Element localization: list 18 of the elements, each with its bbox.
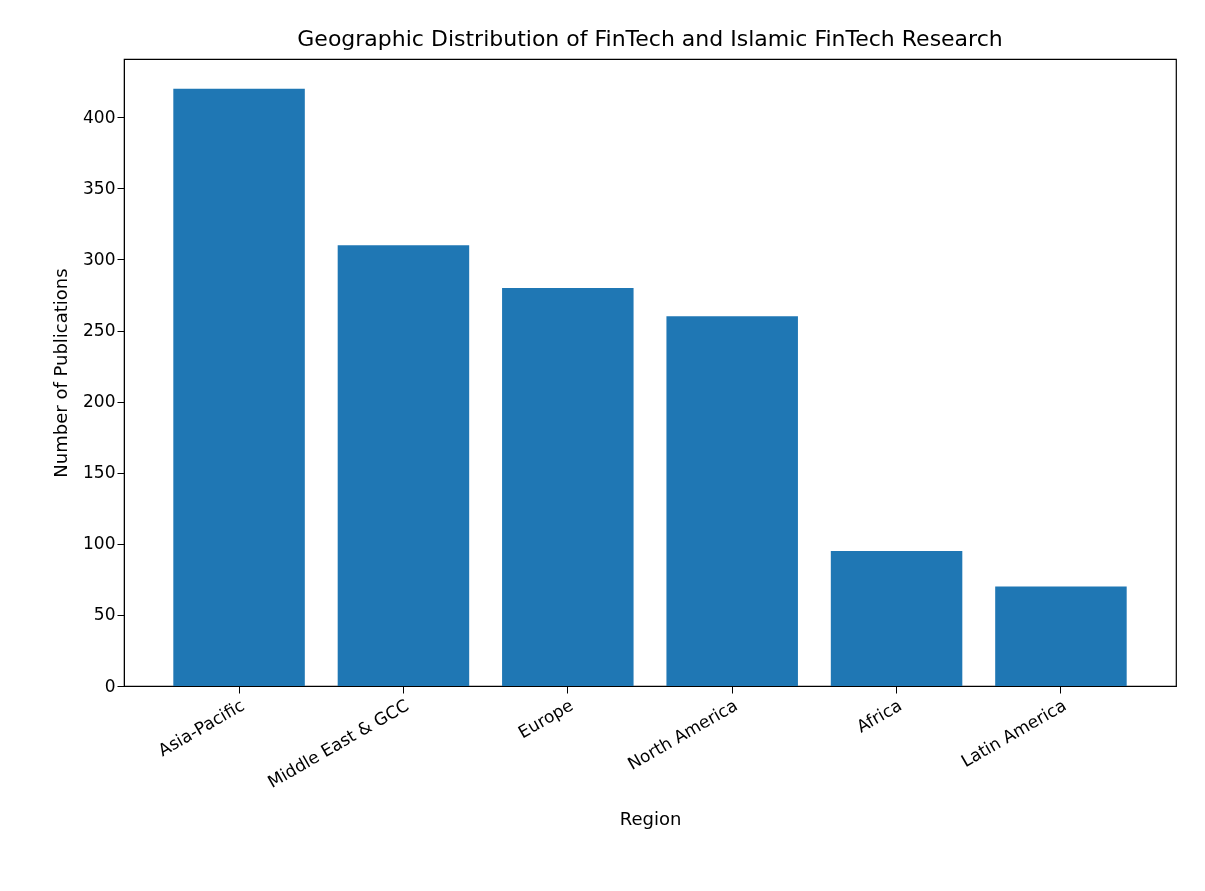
bar xyxy=(830,550,963,686)
bar xyxy=(995,586,1127,686)
y-tick-label: 150 xyxy=(83,462,116,483)
y-tick-label: 100 xyxy=(83,533,116,554)
y-tick-label: 0 xyxy=(104,675,116,696)
y-tick-label: 250 xyxy=(83,320,116,341)
y-tick-label: 350 xyxy=(83,177,116,198)
x-axis-title: Region xyxy=(619,807,682,829)
chart-title: Geographic Distribution of FinTech and Islamic FinTech Research xyxy=(297,26,1003,51)
bar xyxy=(666,316,798,686)
y-axis-title: Number of Publications xyxy=(50,268,72,478)
y-tick-label: 50 xyxy=(93,604,116,625)
y-tick-label: 400 xyxy=(83,106,116,127)
y-tick-label: 300 xyxy=(83,248,116,269)
bar xyxy=(173,88,305,686)
y-tick-label: 200 xyxy=(83,391,116,412)
bar xyxy=(337,245,470,686)
bar xyxy=(502,287,634,686)
